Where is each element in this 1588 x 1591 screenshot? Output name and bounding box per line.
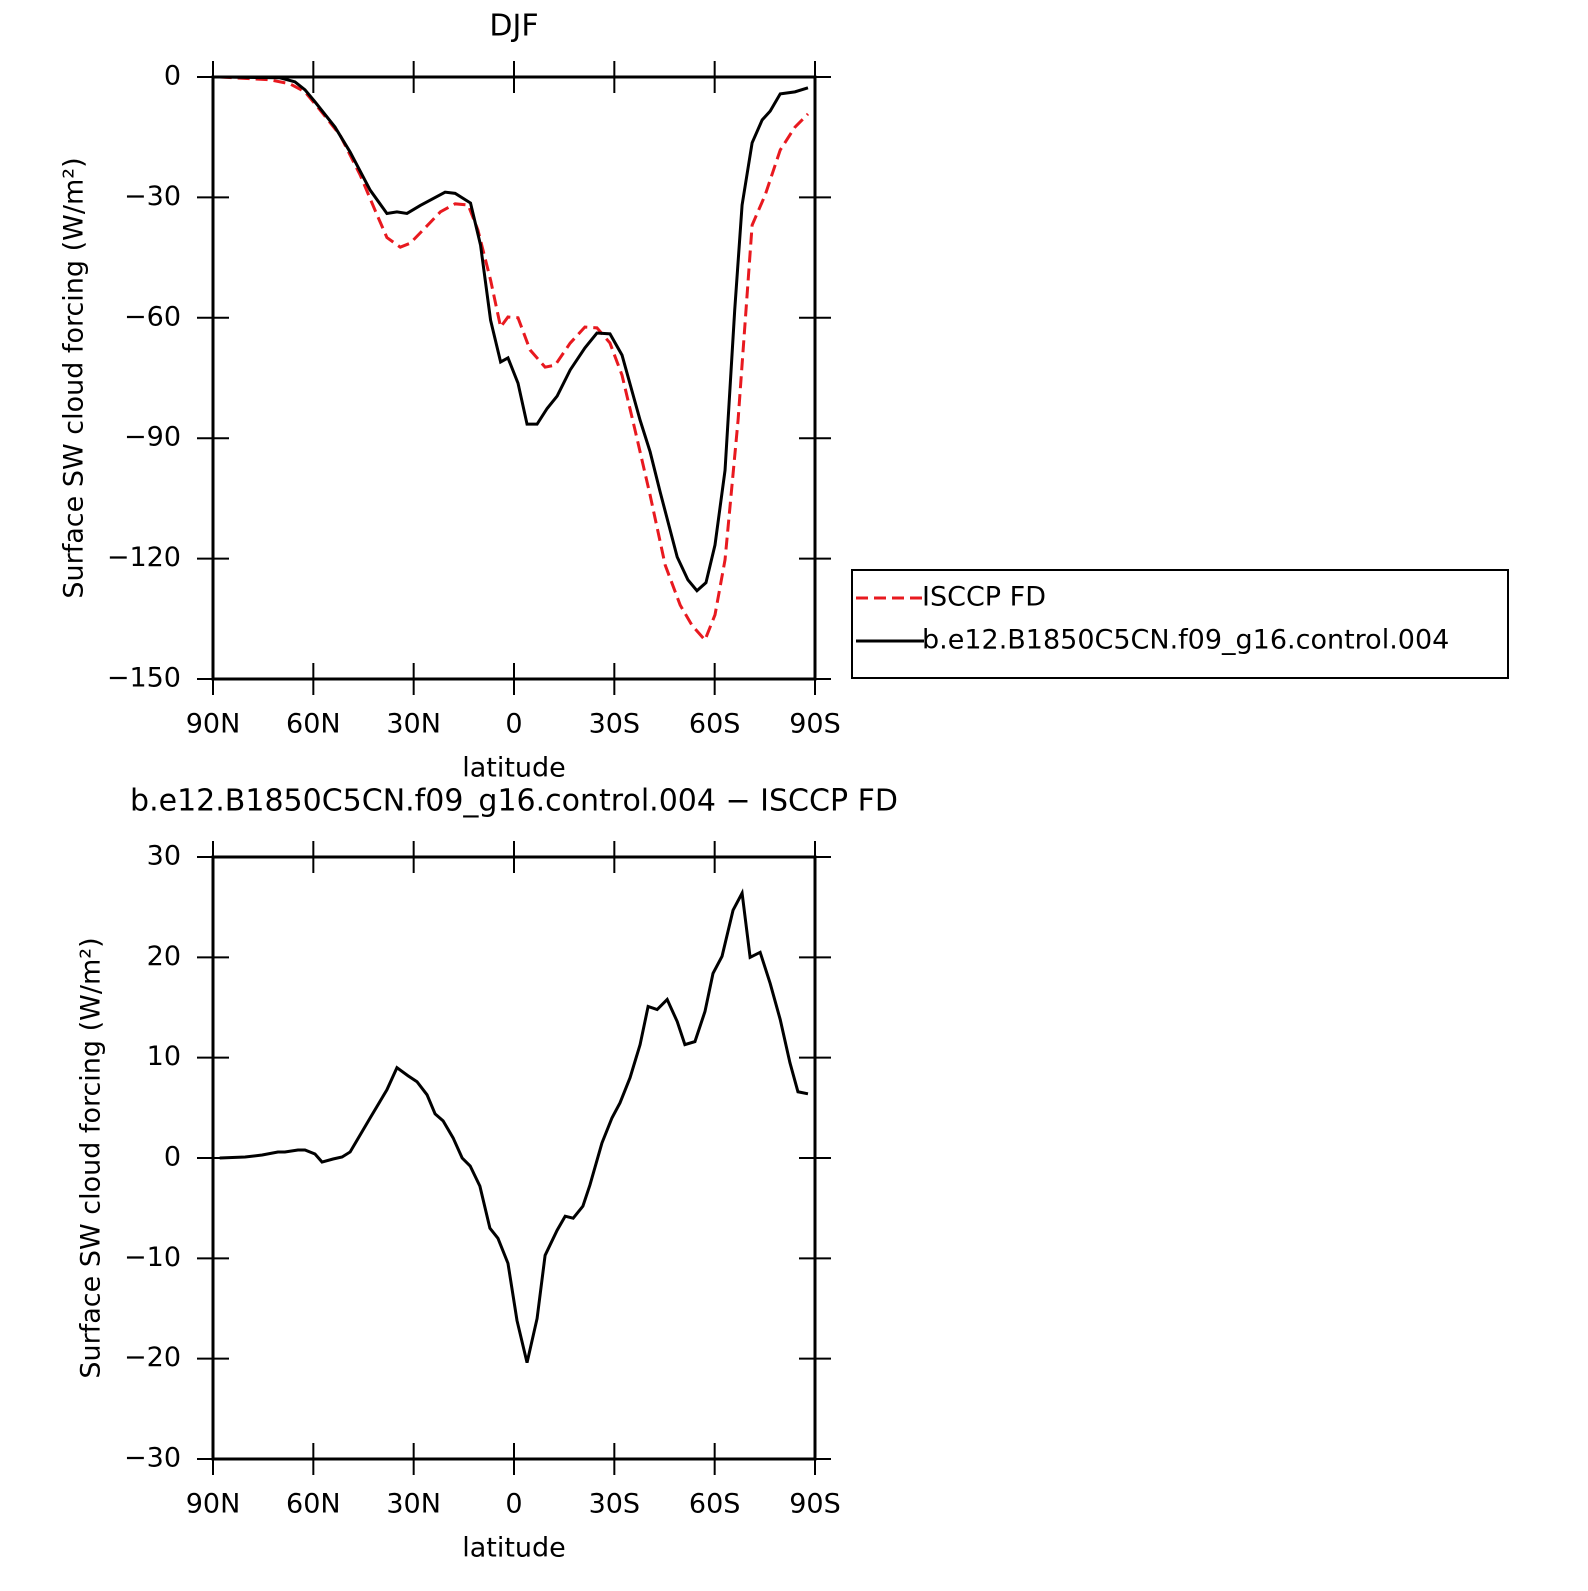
legend-label: ISCCP FD (922, 582, 1046, 613)
plot-frame (211, 75, 817, 681)
y-tick-label: 20 (147, 941, 181, 972)
y-tick-label: −90 (124, 422, 181, 453)
y-tick-label: −30 (124, 181, 181, 212)
x-tick-label: 30N (386, 709, 441, 740)
legend-box (851, 569, 1509, 679)
legend-label: b.e12.B1850C5CN.f09_g16.control.004 (922, 625, 1449, 656)
y-tick-label: −10 (124, 1242, 181, 1273)
x-tick-label: 60N (286, 1489, 341, 1520)
x-tick-label: 60S (689, 1489, 741, 1520)
x-axis-label: latitude (462, 753, 566, 784)
y-axis-label: Surface SW cloud forcing (W/m²) (76, 937, 107, 1378)
x-tick-label: 0 (505, 1489, 522, 1520)
data-line (219, 75, 810, 643)
x-tick-label: 90N (186, 709, 241, 740)
x-tick-label: 30S (589, 709, 641, 740)
y-tick-label: −120 (107, 542, 181, 573)
x-tick-label: 90S (789, 1489, 841, 1520)
y-tick-label: −20 (124, 1342, 181, 1373)
x-tick-label: 0 (505, 709, 522, 740)
chart-title: b.e12.B1850C5CN.f09_g16.control.004 − IS… (130, 784, 898, 819)
y-tick-label: 10 (147, 1041, 181, 1072)
y-tick-label: −60 (124, 301, 181, 332)
x-tick-label: 30S (589, 1489, 641, 1520)
y-tick-label: −30 (124, 1443, 181, 1474)
x-tick-label: 90S (789, 709, 841, 740)
y-tick-label: 0 (164, 1142, 181, 1173)
data-line (219, 75, 809, 593)
x-tick-label: 60S (689, 709, 741, 740)
y-tick-label: 30 (147, 841, 181, 872)
x-axis-label: latitude (462, 1533, 566, 1564)
x-tick-label: 60N (286, 709, 341, 740)
chart-title: DJF (489, 9, 538, 44)
y-tick-label: −150 (107, 663, 181, 694)
x-tick-label: 90N (186, 1489, 241, 1520)
x-tick-label: 30N (386, 1489, 441, 1520)
data-line (219, 888, 809, 1364)
y-tick-label: 0 (164, 61, 181, 92)
y-axis-label: Surface SW cloud forcing (W/m²) (59, 157, 90, 598)
